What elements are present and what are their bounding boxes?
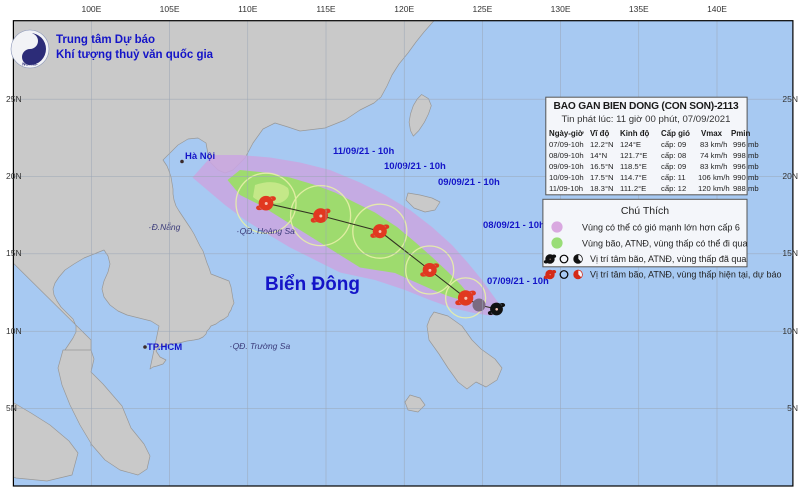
svg-text:cấp: 08: cấp: 08 [661, 151, 686, 160]
svg-text:Vĩ độ: Vĩ độ [590, 129, 609, 138]
svg-text:121.7°E: 121.7°E [620, 151, 647, 160]
svg-text:09/09-10h: 09/09-10h [549, 162, 584, 171]
svg-text:cấp: 09: cấp: 09 [661, 140, 686, 149]
svg-text:۰QĐ. Trường Sa: ۰QĐ. Trường Sa [228, 341, 290, 351]
svg-text:115E: 115E [316, 4, 336, 14]
svg-text:106 km/h: 106 km/h [698, 173, 730, 182]
svg-text:Kinh độ: Kinh độ [620, 129, 650, 138]
svg-text:10N: 10N [782, 326, 798, 336]
svg-text:Trung tâm Dự báo: Trung tâm Dự báo [56, 34, 155, 46]
svg-text:18.3°N: 18.3°N [590, 184, 614, 193]
svg-text:998 mb: 998 mb [733, 151, 759, 160]
svg-text:114.7°E: 114.7°E [620, 173, 647, 182]
svg-text:NCHMF: NCHMF [22, 62, 38, 67]
svg-text:TP.HCM: TP.HCM [147, 342, 182, 353]
svg-text:20N: 20N [782, 171, 798, 181]
svg-text:Chú Thích: Chú Thích [621, 205, 669, 217]
svg-text:988 mb: 988 mb [733, 184, 759, 193]
svg-text:cấp: 09: cấp: 09 [661, 162, 686, 171]
svg-text:08/09-10h: 08/09-10h [549, 151, 584, 160]
svg-text:20N: 20N [6, 171, 22, 181]
svg-text:120E: 120E [394, 4, 414, 14]
svg-text:Pmin: Pmin [731, 129, 750, 138]
svg-text:Cấp gió: Cấp gió [661, 129, 690, 138]
svg-text:25N: 25N [6, 94, 22, 104]
svg-text:Biển Đông: Biển Đông [265, 274, 360, 295]
svg-text:12.2°N: 12.2°N [590, 140, 614, 149]
svg-text:135E: 135E [629, 4, 649, 14]
svg-text:Vị trí tâm bão, ATNĐ, vùng thấ: Vị trí tâm bão, ATNĐ, vùng thấp hiện tại… [590, 270, 781, 280]
svg-text:Vùng có thể có gió mạnh lớn hơ: Vùng có thể có gió mạnh lớn hơn cấp 6 [582, 223, 740, 233]
svg-text:83 km/h: 83 km/h [700, 162, 727, 171]
svg-text:83 km/h: 83 km/h [700, 140, 727, 149]
svg-text:Tin phát lúc: 11 giờ 00 phút,: Tin phát lúc: 11 giờ 00 phút, 07/09/2021 [562, 114, 731, 125]
svg-text:Hà Nội: Hà Nội [185, 151, 215, 162]
svg-text:BAO GAN BIEN DONG (CON SON)-21: BAO GAN BIEN DONG (CON SON)-2113 [554, 101, 739, 112]
svg-text:990 mb: 990 mb [733, 173, 759, 182]
svg-text:11/09/21 - 10h: 11/09/21 - 10h [333, 146, 394, 157]
svg-text:15N: 15N [782, 248, 798, 258]
svg-text:09/09/21 - 10h: 09/09/21 - 10h [438, 177, 500, 188]
svg-text:111.2°E: 111.2°E [620, 184, 646, 193]
svg-text:14°N: 14°N [590, 151, 607, 160]
svg-text:10/09-10h: 10/09-10h [549, 173, 584, 182]
svg-text:۰QĐ. Hoàng Sa: ۰QĐ. Hoàng Sa [235, 226, 295, 236]
svg-text:Khí tượng thuỷ văn quốc gia: Khí tượng thuỷ văn quốc gia [56, 49, 214, 61]
svg-text:10N: 10N [6, 326, 22, 336]
svg-text:118.5°E: 118.5°E [620, 162, 647, 171]
svg-text:Ngày-giờ: Ngày-giờ [549, 129, 584, 138]
svg-text:130E: 130E [551, 4, 571, 14]
svg-text:140E: 140E [707, 4, 727, 14]
svg-text:110E: 110E [238, 4, 258, 14]
svg-text:07/09-10h: 07/09-10h [549, 140, 584, 149]
svg-text:Vmax: Vmax [701, 129, 723, 138]
svg-text:105E: 105E [160, 4, 180, 14]
svg-text:124°E: 124°E [620, 140, 641, 149]
svg-text:11/09-10h: 11/09-10h [549, 184, 583, 193]
svg-text:08/09/21 - 10h: 08/09/21 - 10h [483, 220, 545, 231]
svg-text:۰Đ.Nẵng: ۰Đ.Nẵng [147, 222, 181, 232]
svg-text:25N: 25N [782, 94, 798, 104]
svg-text:16.5°N: 16.5°N [590, 162, 614, 171]
svg-text:120 km/h: 120 km/h [698, 184, 730, 193]
svg-text:125E: 125E [472, 4, 492, 14]
svg-text:74 km/h: 74 km/h [700, 151, 727, 160]
svg-text:Vị trí tâm bão, ATNĐ, vùng thấ: Vị trí tâm bão, ATNĐ, vùng thấp đã qua [590, 254, 746, 264]
svg-text:cấp: 12: cấp: 12 [661, 184, 686, 193]
svg-text:17.5°N: 17.5°N [590, 173, 614, 182]
svg-text:5N: 5N [6, 403, 17, 413]
svg-text:15N: 15N [6, 248, 22, 258]
svg-text:10/09/21 - 10h: 10/09/21 - 10h [384, 161, 446, 172]
svg-text:cấp: 11: cấp: 11 [661, 173, 686, 182]
svg-text:5N: 5N [787, 403, 798, 413]
svg-text:Vùng bão, ATNĐ, vùng thấp có t: Vùng bão, ATNĐ, vùng thấp có thể đi qua [582, 239, 747, 249]
svg-text:996 mb: 996 mb [733, 162, 759, 171]
svg-text:100E: 100E [81, 4, 101, 14]
svg-text:07/09/21 - 10h: 07/09/21 - 10h [487, 276, 549, 287]
svg-text:996 mb: 996 mb [733, 140, 759, 149]
